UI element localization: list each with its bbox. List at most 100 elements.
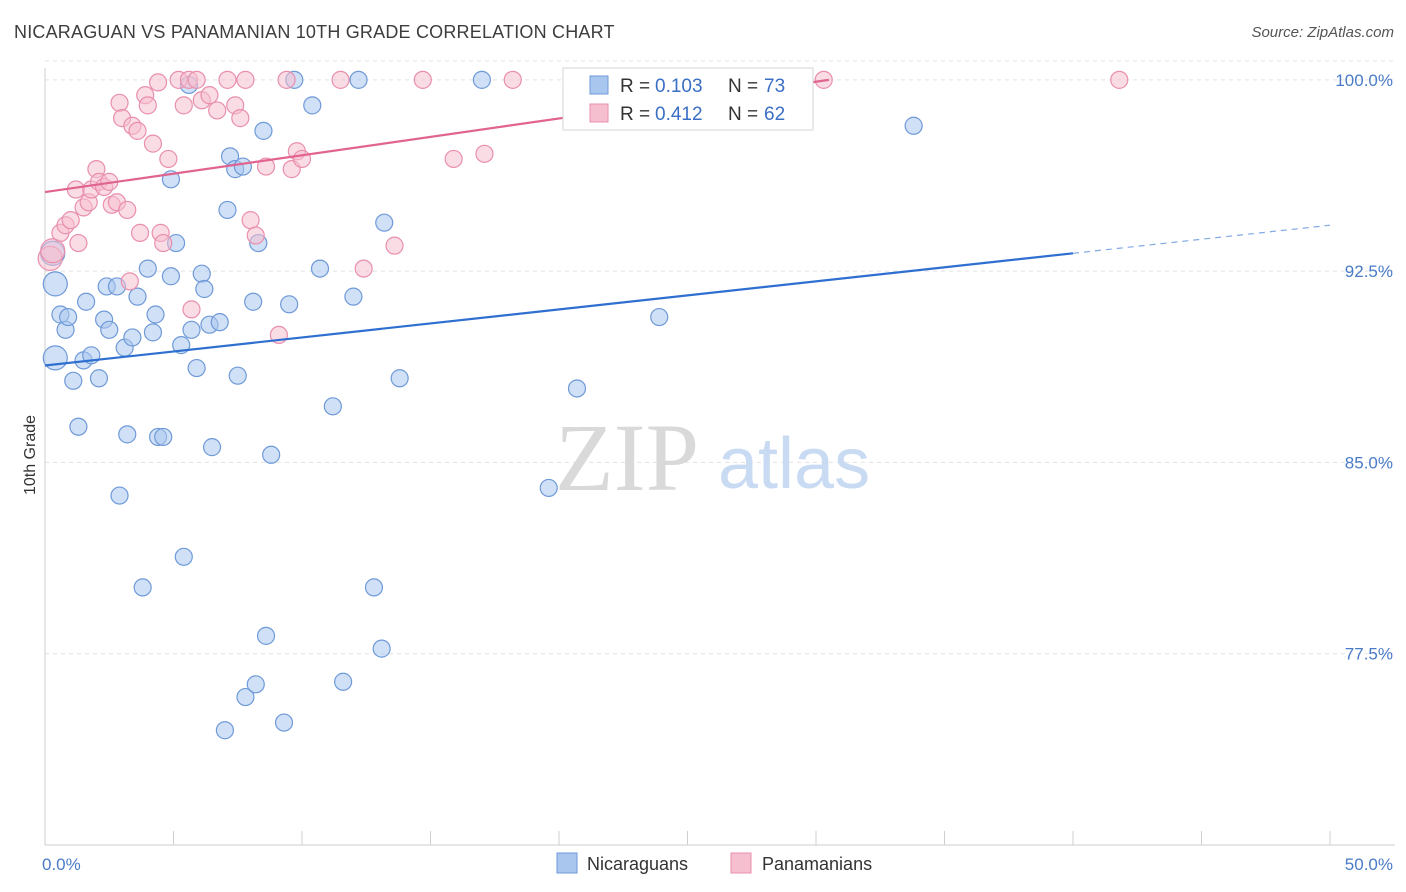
nicaraguan-point: [236, 687, 255, 707]
nicaraguan-point: [274, 713, 294, 732]
nicaraguan-point: [110, 486, 129, 505]
panamanian-point: [1110, 70, 1129, 89]
legend-n-label-1: N =: [728, 104, 758, 125]
nicaraguan-point: [174, 547, 193, 566]
nicaraguan-point: [100, 320, 119, 339]
nicaraguans-trend-extension: [1072, 224, 1331, 254]
panamanian-point: [208, 101, 227, 120]
nicaraguan-point: [146, 305, 165, 324]
panamanian-point: [231, 109, 250, 128]
nicaraguan-point: [202, 438, 222, 457]
legend-swatch-panamanians: [589, 103, 609, 123]
watermark: ZIP atlas: [555, 404, 870, 511]
bottom-legend-nicaraguans: Nicaraguans: [587, 854, 688, 874]
nicaraguan-point: [567, 379, 587, 398]
legend-n-label-0: N =: [728, 76, 758, 97]
panamanian-point: [138, 96, 157, 115]
stats-legend: R = 0.103 N = 73 R = 0.412 N = 62: [562, 67, 814, 131]
nicaraguan-point: [390, 369, 409, 388]
bottom-legend-swatch-panamanians: [730, 852, 752, 874]
source-label: Source: ZipAtlas.com: [1251, 24, 1394, 41]
panamanian-point: [503, 70, 522, 89]
panamanian-point: [118, 200, 137, 220]
nicaraguan-point: [182, 320, 201, 339]
nicaraguan-point: [375, 213, 394, 232]
nicaraguan-point: [228, 366, 247, 385]
nicaraguan-point: [334, 672, 353, 691]
y-axis-label: 10th Grade: [22, 415, 39, 495]
nicaraguan-point: [254, 121, 273, 140]
nicaraguan-point: [539, 478, 558, 498]
nicaraguan-point: [280, 295, 299, 314]
legend-n-value-0: 73: [764, 76, 785, 97]
y-tick-label: 92.5%: [1345, 262, 1393, 281]
nicaraguan-point: [372, 639, 391, 658]
panamanian-point: [154, 233, 173, 253]
nicaraguan-point: [143, 323, 163, 342]
nicaraguan-point: [344, 287, 363, 306]
legend-r-label-1: R =: [620, 104, 650, 125]
nicaraguan-point: [154, 427, 173, 447]
nicaraguan-point: [904, 116, 923, 135]
panamanian-point: [110, 93, 129, 112]
panamanian-point: [475, 144, 494, 163]
watermark-zip: ZIP: [555, 404, 699, 511]
nicaraguan-point: [42, 271, 68, 297]
panamanian-point: [241, 211, 260, 230]
watermark-atlas: atlas: [718, 424, 870, 504]
tick-labels: 100.0% 92.5% 85.0% 77.5% 0.0% 50.0%: [42, 71, 1393, 874]
nicaraguan-point: [303, 96, 322, 115]
nicaraguan-point: [192, 264, 211, 283]
nicaraguan-point: [256, 626, 276, 645]
nicaraguan-point: [187, 358, 206, 378]
panamanian-point: [331, 70, 350, 89]
panamanian-point: [277, 70, 296, 89]
panamanian-point: [61, 211, 80, 230]
y-tick-label: 77.5%: [1345, 645, 1393, 664]
nicaraguan-point: [123, 328, 142, 347]
panamanian-point: [69, 233, 88, 253]
nicaraguan-point: [650, 307, 669, 327]
panamanian-point: [143, 134, 163, 153]
panamanian-point: [246, 226, 265, 245]
nicaraguan-point: [246, 675, 265, 694]
nicaraguan-point: [64, 371, 83, 390]
nicaraguan-point: [133, 578, 152, 597]
panamanian-point: [354, 259, 373, 278]
nicaraguan-point: [244, 292, 263, 311]
legend-r-value-0: 0.103: [655, 76, 703, 97]
panamanian-point: [187, 70, 206, 89]
nicaraguan-point: [215, 721, 234, 740]
panamanian-point: [236, 70, 255, 89]
panamanian-point: [148, 73, 168, 92]
legend-r-value-1: 0.412: [655, 104, 703, 125]
x-tick-label: 0.0%: [42, 855, 81, 874]
nicaraguan-point: [218, 200, 237, 220]
nicaraguan-point: [59, 307, 78, 327]
nicaraguan-point: [89, 369, 109, 388]
grid-lines: [45, 60, 1395, 655]
bottom-legend-swatch-nicaraguans: [556, 852, 578, 874]
nicaraguan-point: [310, 259, 330, 278]
legend-r-label-0: R =: [620, 76, 650, 97]
panamanian-point: [130, 223, 150, 242]
panamanian-point: [218, 70, 237, 89]
panamanian-point: [413, 70, 432, 89]
nicaraguan-point: [233, 157, 252, 176]
panamanian-point: [444, 149, 463, 169]
panamanian-point: [385, 236, 404, 255]
panamanian-point: [292, 149, 312, 169]
nicaraguan-point: [262, 445, 281, 464]
panamanian-point: [256, 157, 276, 176]
nicaraguan-point: [77, 292, 96, 311]
nicaraguan-point: [118, 425, 137, 444]
panamanian-point: [40, 238, 66, 264]
y-tick-label: 100.0%: [1335, 71, 1393, 90]
series-legend: Nicaraguans Panamanians: [556, 852, 872, 874]
panamanian-point: [200, 86, 219, 105]
chart-title: NICARAGUAN VS PANAMANIAN 10TH GRADE CORR…: [14, 22, 615, 42]
legend-swatch-nicaraguans: [589, 75, 609, 95]
nicaraguan-point: [472, 70, 491, 89]
nicaraguan-point: [161, 267, 181, 286]
